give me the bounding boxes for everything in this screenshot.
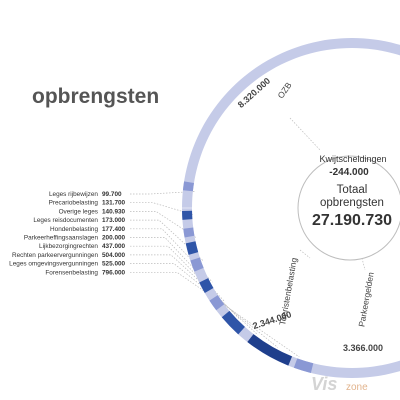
small-item-value: 177.400 bbox=[102, 226, 126, 233]
page-title: opbrengsten bbox=[32, 85, 159, 108]
small-item-value: 173.000 bbox=[102, 217, 126, 224]
total-value: 27.190.730 bbox=[312, 212, 392, 229]
total-label-line1: Totaal bbox=[337, 184, 368, 196]
small-item-label: Leges omgevingsvergunningen bbox=[9, 261, 98, 268]
small-item-label: Parkeerheffingsaanslagen bbox=[24, 235, 99, 242]
small-item-leader bbox=[130, 271, 300, 358]
deduction-value: -244.000 bbox=[329, 167, 369, 178]
brand-zone: zone bbox=[346, 382, 368, 393]
segment-value-toeristenbelasting: 2.344.000 bbox=[251, 309, 292, 331]
small-item-value: 99.700 bbox=[102, 191, 122, 198]
small-item-value: 131.700 bbox=[102, 200, 126, 207]
small-item-leader bbox=[130, 263, 279, 348]
small-item-value: 200.000 bbox=[102, 235, 126, 242]
ring-segment-8 bbox=[247, 334, 293, 366]
small-item-label: Leges rijbewijzen bbox=[49, 191, 98, 198]
small-item-leader bbox=[130, 219, 204, 261]
ring-segment-3 bbox=[185, 241, 199, 255]
ring-segment-9 bbox=[293, 358, 314, 373]
deduction-label: Kwijtscheldingen bbox=[319, 154, 386, 164]
ring-segment-6 bbox=[209, 295, 225, 311]
small-item-label: Hondenbelasting bbox=[50, 226, 98, 233]
small-item-value: 525.000 bbox=[102, 261, 126, 268]
small-item-value: 504.000 bbox=[102, 252, 126, 259]
brand-vis: Vis bbox=[311, 374, 337, 394]
small-item-label: Lijkbezorgingrechten bbox=[39, 243, 98, 250]
small-item-value: 140.930 bbox=[102, 208, 126, 215]
ring-segment-5 bbox=[199, 278, 214, 293]
total-label-line2: opbrengsten bbox=[320, 197, 384, 209]
small-item-label: Rechten parkeervergunningen bbox=[12, 252, 98, 259]
small-item-leader bbox=[130, 191, 195, 195]
ring-segment-2 bbox=[183, 227, 195, 238]
segment-value-parkeergelden: 3.366.000 bbox=[343, 343, 383, 353]
ring-segment-1 bbox=[182, 210, 193, 220]
small-item-label: Leges reisdocumenten bbox=[33, 217, 98, 224]
small-item-label: Overige leges bbox=[59, 208, 98, 215]
small-item-value: 437.000 bbox=[102, 243, 126, 250]
small-item-label: Precariobelasting bbox=[49, 200, 99, 207]
ring-segment-0 bbox=[182, 181, 194, 192]
segment-label-ozb: OZB bbox=[275, 80, 293, 100]
small-item-value: 796.000 bbox=[102, 269, 126, 276]
small-item-leader bbox=[130, 202, 195, 216]
small-item-label: Forensenbelasting bbox=[45, 269, 98, 276]
ring-segment-4 bbox=[190, 257, 204, 272]
donut-ring bbox=[182, 38, 400, 378]
small-items-list: Leges rijbewijzen 99.700Precariobelasting… bbox=[9, 191, 125, 276]
ring-segment-7 bbox=[221, 310, 245, 335]
small-item-leader bbox=[130, 245, 241, 320]
center-circle bbox=[297, 155, 400, 261]
ozb-leader bbox=[289, 117, 321, 151]
toeristenbelasting-leader bbox=[299, 249, 311, 259]
parkeergelden-leader bbox=[361, 257, 366, 271]
segment-label-parkeergelden: Parkeergelden bbox=[356, 271, 375, 327]
